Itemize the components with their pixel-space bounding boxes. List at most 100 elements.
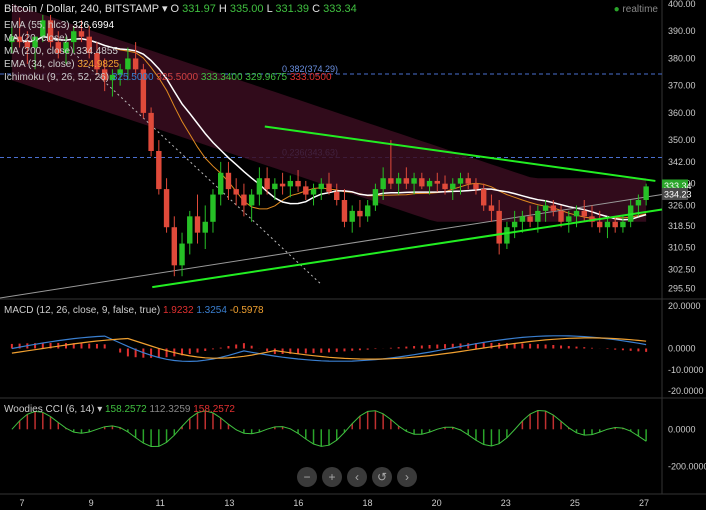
candle-body[interactable] <box>473 183 479 190</box>
candle-body[interactable] <box>573 210 580 217</box>
candle-body[interactable] <box>225 172 232 190</box>
candle-body[interactable] <box>187 216 193 244</box>
candle-body[interactable] <box>411 178 417 184</box>
candle-body[interactable] <box>272 183 278 190</box>
candle-body[interactable] <box>380 178 386 190</box>
candle-body[interactable] <box>55 42 61 53</box>
candle-body[interactable] <box>612 221 618 228</box>
candle-body[interactable] <box>550 205 557 211</box>
cci-legend[interactable]: Woodies CCI (6, 14) ▾ 158.2572 112.3259 … <box>4 404 235 416</box>
candle-body[interactable] <box>310 189 317 195</box>
candle-body[interactable] <box>480 189 487 206</box>
candle-body[interactable] <box>210 194 216 222</box>
candle-body[interactable] <box>465 178 471 184</box>
candle-body[interactable] <box>403 178 410 184</box>
candle-body[interactable] <box>233 189 239 195</box>
candle-body[interactable] <box>496 210 502 244</box>
indicator-legend-item[interactable]: EMA (55, hlc3) 326.6994 <box>4 20 114 32</box>
candle-body[interactable] <box>101 69 108 81</box>
indicator-legend-item[interactable]: MA (200, close) 334.4855 <box>4 46 118 58</box>
candle-body[interactable] <box>24 42 31 48</box>
candle-body[interactable] <box>117 69 123 75</box>
candle-body[interactable] <box>295 180 301 187</box>
candle-body[interactable] <box>40 20 46 37</box>
candle-body[interactable] <box>179 243 185 266</box>
indicator-legend-item[interactable]: Ichimoku (9, 26, 52, 26) 325.5000 325.50… <box>4 72 332 84</box>
candle-body[interactable] <box>395 178 402 184</box>
candle-body[interactable] <box>9 36 15 43</box>
candle-body[interactable] <box>241 194 247 206</box>
candle-body[interactable] <box>156 151 162 190</box>
candle-body[interactable] <box>202 221 208 233</box>
candle-body[interactable] <box>140 69 147 113</box>
zoom-in-button[interactable]: + <box>322 467 342 487</box>
candle-body[interactable] <box>287 180 294 187</box>
candle-body[interactable] <box>109 74 116 81</box>
candle-body[interactable] <box>341 200 348 222</box>
candle-body[interactable] <box>635 200 642 206</box>
candle-body[interactable] <box>132 58 139 70</box>
candle-body[interactable] <box>86 36 92 53</box>
candle-body[interactable] <box>349 210 355 222</box>
candle-body[interactable] <box>434 180 440 184</box>
candle-body[interactable] <box>357 210 363 217</box>
candle-body[interactable] <box>16 36 23 43</box>
candle-body[interactable] <box>303 186 309 195</box>
macd-legend[interactable]: MACD (12, 26, close, 9, false, true) 1.9… <box>4 305 264 317</box>
candle-body[interactable] <box>426 180 433 187</box>
candle-body[interactable] <box>643 186 649 200</box>
candle-body[interactable] <box>388 178 394 184</box>
symbol-title[interactable]: Bitcoin / Dollar, 240, BITSTAMP ▾ O 331.… <box>4 3 357 15</box>
candle-body[interactable] <box>63 42 69 53</box>
candle-body[interactable] <box>78 31 85 37</box>
candle-body[interactable] <box>364 205 371 217</box>
candle-body[interactable] <box>450 183 456 190</box>
candle-body[interactable] <box>419 178 425 187</box>
candle-body[interactable] <box>604 221 611 228</box>
candle-body[interactable] <box>542 205 549 211</box>
chevron-down-icon[interactable]: ▾ <box>161 3 168 15</box>
candle-body[interactable] <box>256 178 263 195</box>
candle-body[interactable] <box>171 227 178 266</box>
candle-body[interactable] <box>519 216 526 222</box>
scroll-left-button[interactable]: ‹ <box>347 467 367 487</box>
candle-body[interactable] <box>558 210 564 222</box>
chevron-down-icon[interactable]: ▾ <box>97 404 103 415</box>
candle-body[interactable] <box>279 183 286 187</box>
scroll-right-button[interactable]: › <box>397 467 417 487</box>
indicator-legend-item[interactable]: EMA (34, close) 324.9825 <box>4 59 119 71</box>
candle-body[interactable] <box>218 172 224 195</box>
reset-button[interactable]: ↺ <box>372 467 392 487</box>
candle-body[interactable] <box>372 189 379 206</box>
candle-body[interactable] <box>163 189 170 228</box>
zoom-out-button[interactable]: − <box>297 467 317 487</box>
indicator-legend-item[interactable]: MA (20, close) <box>4 33 68 45</box>
candle-body[interactable] <box>32 36 38 48</box>
candle-body[interactable] <box>334 191 340 200</box>
triangle-trendline[interactable] <box>264 125 656 182</box>
candle-body[interactable] <box>581 210 587 217</box>
candle-body[interactable] <box>318 183 324 190</box>
candle-body[interactable] <box>148 112 154 151</box>
candle-body[interactable] <box>535 210 541 222</box>
candle-body[interactable] <box>125 58 131 70</box>
candle-body[interactable] <box>94 53 100 70</box>
candle-body[interactable] <box>488 205 495 211</box>
candle-body[interactable] <box>457 178 464 184</box>
candle-body[interactable] <box>194 216 201 233</box>
candle-body[interactable] <box>511 221 518 228</box>
candle-body[interactable] <box>264 178 270 190</box>
candle-body[interactable] <box>47 20 54 43</box>
triangle-trendline[interactable] <box>152 208 663 289</box>
candle-body[interactable] <box>71 31 77 43</box>
candle-body[interactable] <box>589 216 595 222</box>
candle-body[interactable] <box>504 227 510 244</box>
candle-body[interactable] <box>620 221 626 228</box>
candle-body[interactable] <box>326 183 332 192</box>
candle-body[interactable] <box>442 183 448 190</box>
candle-body[interactable] <box>597 221 603 228</box>
candle-body[interactable] <box>527 216 533 222</box>
candle-body[interactable] <box>248 194 255 206</box>
candle-body[interactable] <box>566 216 572 222</box>
